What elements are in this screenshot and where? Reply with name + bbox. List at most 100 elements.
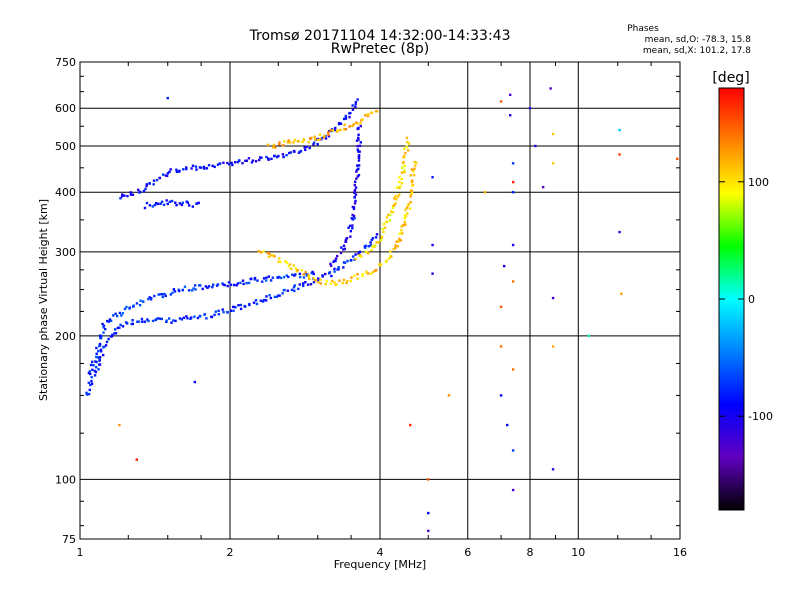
x-tick-label: 16: [673, 546, 687, 559]
trace-point: [273, 295, 277, 299]
trace-point: [351, 124, 354, 128]
trace-point: [342, 244, 346, 247]
trace-point: [403, 170, 406, 174]
trace-point: [123, 307, 127, 311]
trace-point: [354, 105, 357, 108]
trace-point: [218, 162, 221, 165]
y-tick-label: 200: [55, 330, 76, 343]
trace-point: [253, 278, 256, 281]
data-point: [587, 334, 591, 338]
trace-point: [335, 283, 338, 286]
trace-point: [412, 173, 416, 177]
trace-point: [339, 251, 343, 255]
trace-point: [396, 195, 400, 198]
trace-point: [299, 149, 303, 153]
trace-point: [256, 279, 259, 282]
trace-point: [407, 202, 411, 206]
trace-point: [371, 237, 375, 240]
trace-point: [309, 282, 313, 286]
trace-point: [99, 350, 103, 353]
trace-point: [87, 381, 90, 385]
scattered-points: [118, 87, 679, 533]
trace-point: [385, 216, 389, 219]
trace-point: [340, 246, 343, 249]
trace-point: [278, 294, 281, 297]
data-point: [431, 176, 434, 179]
trace-point: [98, 363, 102, 366]
trace-point: [159, 202, 162, 205]
trace-point: [401, 161, 405, 165]
trace-point: [196, 316, 200, 320]
trace-point: [334, 257, 338, 260]
trace-point: [232, 305, 235, 309]
trace-point: [304, 272, 307, 275]
trace-point: [319, 278, 322, 281]
trace-point: [403, 217, 406, 220]
trace-high-x: [266, 109, 379, 149]
trace-point: [216, 283, 220, 286]
trace-low-x: [257, 160, 418, 287]
trace-point: [333, 281, 336, 284]
trace-point: [391, 211, 395, 214]
trace-point: [389, 210, 393, 213]
y-axis-label: Stationary phase Virtual Height [km]: [37, 199, 50, 401]
trace-point: [319, 282, 323, 285]
trace-point: [283, 140, 286, 143]
trace-point: [229, 283, 233, 286]
trace-point: [226, 161, 229, 165]
trace-point: [291, 273, 294, 276]
trace-point: [187, 289, 191, 292]
trace-point: [327, 135, 331, 138]
trace-point: [102, 326, 105, 329]
trace-point: [121, 312, 125, 315]
trace-point: [190, 316, 193, 319]
trace-point: [343, 247, 347, 251]
trace-point: [286, 141, 290, 144]
trace-point: [247, 281, 251, 285]
data-point: [427, 478, 430, 481]
trace-point: [353, 188, 357, 192]
trace-point: [131, 319, 134, 322]
trace-point: [346, 279, 349, 283]
trace-point: [355, 168, 359, 172]
trace-point: [301, 284, 305, 288]
trace-point: [236, 160, 240, 164]
trace-point: [360, 119, 363, 122]
trace-point: [370, 248, 373, 252]
trace-point: [412, 169, 415, 173]
trace-point: [329, 129, 332, 132]
trace-point: [231, 163, 234, 167]
trace-point: [351, 255, 355, 258]
data-point: [511, 243, 515, 247]
data-point: [508, 114, 512, 117]
trace-point: [318, 133, 322, 136]
trace-point: [191, 164, 195, 167]
trace-point: [141, 320, 144, 323]
trace-point: [398, 193, 401, 196]
y-tick-label: 400: [55, 186, 76, 199]
trace-point: [281, 292, 284, 295]
trace-point: [87, 392, 91, 396]
trace-point: [367, 113, 370, 116]
trace-point: [337, 266, 340, 269]
trace-point: [181, 201, 185, 205]
trace-point: [251, 159, 255, 162]
trace-point: [293, 289, 296, 293]
trace-point: [98, 342, 102, 346]
trace-point: [99, 348, 103, 352]
colorbar-tick-label: -100: [748, 410, 773, 423]
trace-point: [258, 158, 261, 162]
trace-point: [344, 238, 348, 241]
trace-point: [144, 187, 147, 191]
y-tick-label: 600: [55, 102, 76, 115]
y-tick-label: 300: [55, 246, 76, 259]
trace-point: [191, 205, 195, 208]
trace-point: [178, 169, 181, 173]
trace-point: [257, 250, 260, 253]
trace-point: [147, 319, 150, 323]
trace-point: [403, 147, 406, 151]
data-point: [511, 180, 515, 184]
trace-point: [375, 109, 378, 113]
trace-point: [350, 276, 353, 279]
